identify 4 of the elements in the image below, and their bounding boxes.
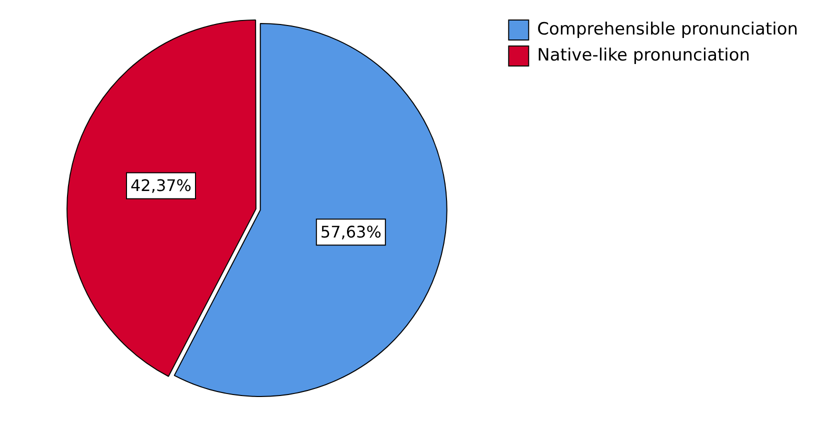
data-label: 57,63%: [320, 222, 382, 242]
legend-label: Comprehensible pronunciation: [537, 19, 798, 40]
legend-label: Native-like pronunciation: [537, 45, 750, 66]
data-label: 42,37%: [130, 176, 192, 195]
